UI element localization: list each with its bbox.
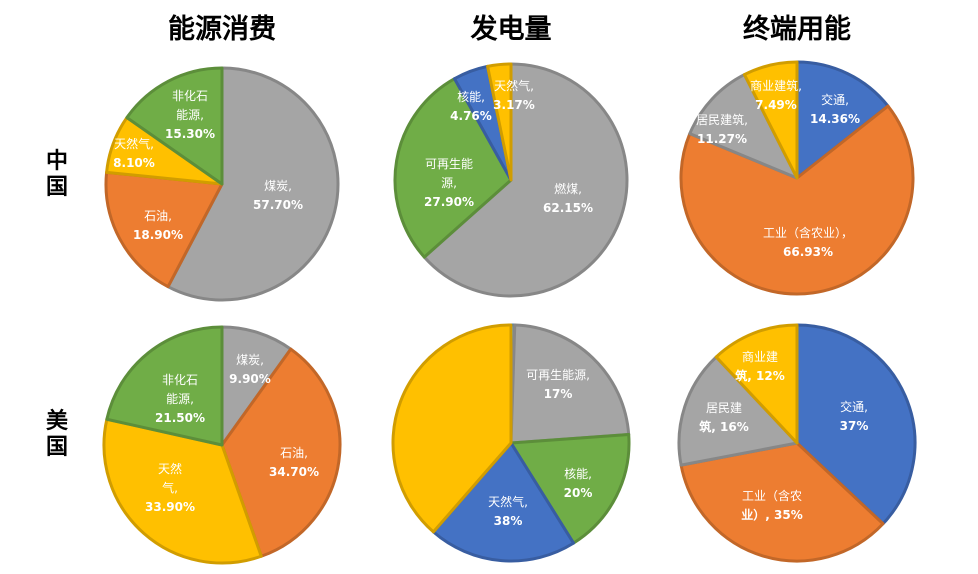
pie-slice	[486, 62, 513, 182]
slice-label: 煤炭, 57.70%	[253, 179, 303, 212]
slice-label: 工业（含农业）， 66.93%	[763, 225, 853, 259]
pie-usa-final-energy-use: 交通, 37% 工业（含农业）, 35% 居民建筑, 16% 商业建筑, 12%	[677, 323, 917, 563]
pie-china-final-energy-use: 交通, 14.36% 工业（含农业）， 66.93% 居民建筑, 11.27%商业建筑, 7…	[679, 60, 915, 296]
pie-slice	[391, 323, 513, 534]
pie-slice	[677, 355, 799, 467]
slice-label: 居民建筑, 11.27%	[696, 112, 748, 146]
pie-slice	[431, 441, 575, 563]
pie-china-energy-consumption: 煤炭, 57.70% 石油, 18.90% 天然气, 8.10% 非化石能源, 15.30%	[104, 66, 340, 302]
slice-label: 核能, 4.76%	[450, 90, 492, 123]
slice-label: 天然气, 38%	[488, 494, 528, 528]
slice-label: 天然气, 3.17%	[493, 78, 535, 112]
slice-label: 商业建筑, 7.49%	[750, 78, 802, 112]
slice-label: 商业建筑, 12%	[735, 349, 784, 383]
pie-slice	[166, 66, 340, 302]
slice-label: 可再生能源, 17%	[526, 368, 590, 401]
pie-slice	[679, 104, 915, 296]
slice-label: 核能, 20%	[564, 467, 593, 500]
row-label-usa: 美国	[46, 408, 69, 460]
pie-usa-power-generation: 燃煤,23% 可再生能源,17% 核能,20% 天然气,38%	[0, 0, 631, 563]
pie-slice	[795, 323, 917, 526]
pie-slice	[679, 441, 885, 563]
pie-slice	[688, 73, 799, 180]
column-title-power-generation: 发电量	[470, 13, 552, 45]
pie-slice	[102, 417, 263, 565]
slice-label: 可再生能源, 27.90%	[424, 157, 474, 209]
pie-china-power-generation: 燃煤, 62.15% 可再生能源, 27.90% 核能, 4.76%天然气, 3.17%	[393, 62, 629, 298]
pie-slice	[104, 170, 224, 289]
pie-slice	[795, 60, 890, 180]
row-label-china: 中国	[46, 149, 68, 200]
column-title-final-energy-use: 终端用能	[743, 13, 851, 45]
slice-label: 天然气, 33.90%	[145, 461, 195, 514]
slice-label: 非化石能源, 15.30%	[165, 89, 215, 141]
pie-slice	[422, 62, 629, 298]
slice-label: 煤炭, 9.90%	[229, 353, 271, 386]
pie-slice	[105, 325, 224, 447]
pie-slice	[125, 66, 224, 186]
pie-slice	[742, 60, 799, 180]
slice-label: 交通, 14.36%	[810, 92, 860, 126]
slice-label: 石油, 34.70%	[269, 446, 319, 479]
slice-label: 燃煤,23%	[0, 0, 14, 22]
slice-label: 燃煤, 62.15%	[543, 181, 593, 215]
pie-usa-energy-consumption: 煤炭, 9.90% 石油, 34.70% 天然气, 33.90% 非化石能源, 21.50%	[102, 325, 342, 565]
pie-slice	[714, 323, 799, 445]
pie-slice	[393, 77, 513, 259]
column-title-energy-consumption: 能源消费	[168, 13, 276, 45]
slice-label: 非化石能源, 21.50%	[155, 373, 205, 425]
slice-label: 工业（含农业）, 35%	[741, 488, 802, 522]
pie-slice	[220, 347, 342, 558]
slice-label: 石油, 18.90%	[133, 209, 183, 242]
row-label-text: 中国	[46, 149, 68, 200]
pie-slice	[509, 433, 631, 545]
slice-label: 交通, 37%	[840, 399, 869, 433]
slice-label: 天然气, 8.10%	[113, 136, 155, 170]
slice-label: 居民建筑, 16%	[699, 401, 748, 434]
row-label-text: 美国	[46, 408, 69, 460]
pie-slice	[509, 323, 631, 445]
